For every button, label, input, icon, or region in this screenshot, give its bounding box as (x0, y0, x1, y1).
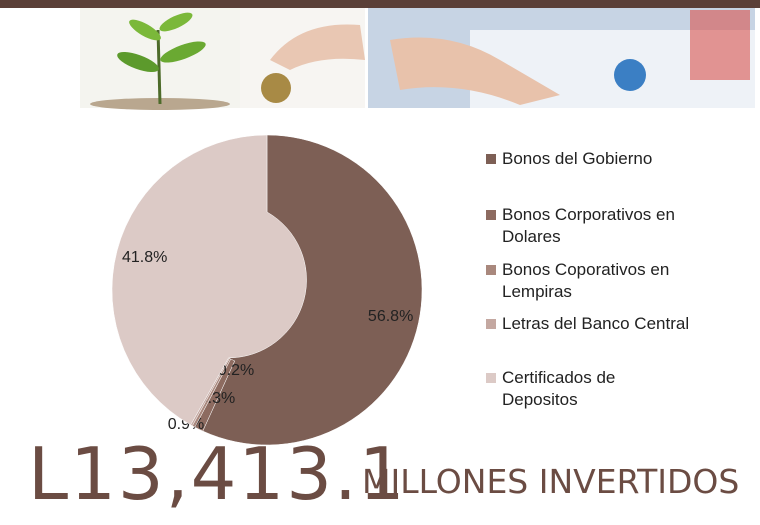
photo-hands (368, 8, 755, 108)
headline-amount: L13,413.1 (28, 432, 407, 516)
legend-swatch (486, 154, 496, 164)
legend-label: Letras del Banco Central (502, 314, 690, 333)
legend-item: Bonos del Gobierno (486, 148, 693, 170)
legend-label: Bonos Coporativos en Lempiras (502, 260, 670, 301)
slice (111, 134, 307, 426)
data-label: 56.8% (368, 308, 413, 325)
legend-item: Bonos Coporativos en Lempiras (486, 259, 693, 303)
legend-swatch (486, 210, 496, 220)
legend-item: Certificados de Depositos (486, 367, 693, 411)
legend-swatch (486, 373, 496, 383)
legend-swatch (486, 319, 496, 329)
data-label: 41.8% (122, 249, 167, 266)
legend-label: Certificados de Depositos (502, 368, 616, 409)
legend-label: Bonos del Gobierno (502, 149, 653, 168)
top-band (0, 0, 760, 8)
data-label: 0.2% (218, 362, 254, 379)
legend-item: Letras del Banco Central (486, 313, 693, 335)
photo-coin (240, 8, 365, 108)
headline-caption: MILLONES INVERTIDOS (362, 462, 740, 501)
legend-swatch (486, 265, 496, 275)
legend-label: Bonos Corporativos en Dolares (502, 205, 675, 246)
photo-plant (80, 8, 240, 110)
legend-item: Bonos Corporativos en Dolares (486, 204, 693, 248)
